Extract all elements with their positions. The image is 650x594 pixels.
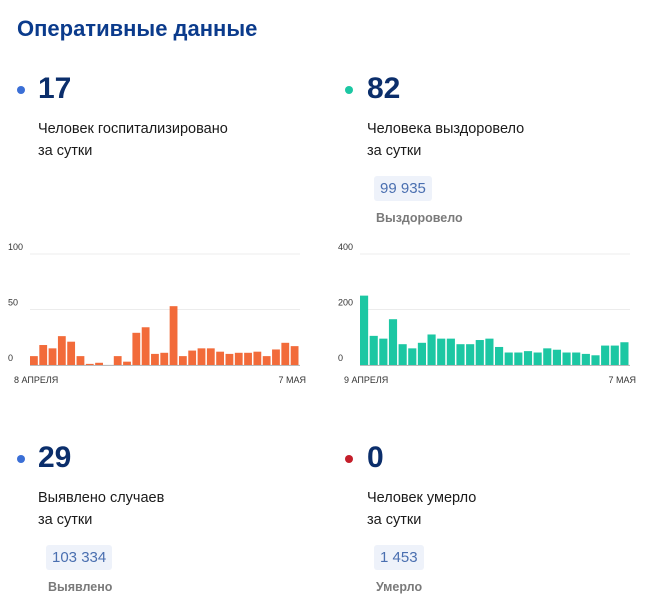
bar <box>76 356 85 365</box>
y-tick-label: 0 <box>8 353 13 363</box>
cases-period: за сутки <box>38 512 93 528</box>
bar <box>234 352 243 365</box>
bar <box>437 338 446 365</box>
bar <box>533 352 542 365</box>
bar <box>620 342 629 365</box>
bar <box>216 351 225 365</box>
bar <box>552 349 561 365</box>
bar <box>504 352 513 365</box>
bar <box>253 351 262 365</box>
bar <box>281 342 290 365</box>
bar <box>466 344 475 365</box>
hospitalized-chart: 100 50 0 8 АПРЕЛЯ 7 МАЯ <box>8 242 306 385</box>
bar <box>610 345 619 365</box>
bar <box>360 295 369 365</box>
hospitalized-period: за сутки <box>38 143 93 159</box>
bar <box>290 346 299 365</box>
bar <box>543 348 552 365</box>
recovered-period: за сутки <box>367 143 422 159</box>
deaths-total: 1 453 <box>374 545 424 570</box>
deaths-total-label: Умерло <box>376 580 423 594</box>
bar <box>48 348 57 365</box>
bar <box>188 350 197 365</box>
bar <box>417 342 426 365</box>
y-tick-label: 100 <box>8 242 23 252</box>
hospitalized-value: 17 <box>38 72 72 105</box>
bar <box>601 345 610 365</box>
page-title: Оперативные данные <box>17 16 258 41</box>
bar <box>244 352 252 365</box>
bar <box>39 345 48 365</box>
bar <box>225 353 234 365</box>
bar <box>369 335 378 365</box>
bar <box>169 306 178 365</box>
bar <box>113 356 122 365</box>
bar <box>581 353 590 365</box>
bar <box>408 348 417 365</box>
y-tick-label: 0 <box>338 353 343 363</box>
bar <box>427 334 436 365</box>
bar <box>30 356 38 365</box>
bar <box>123 361 131 365</box>
bar <box>591 355 600 365</box>
bar <box>160 352 169 365</box>
bar <box>262 356 271 365</box>
bar <box>379 338 388 365</box>
bar <box>514 352 523 365</box>
hospitalized-dot <box>17 86 25 94</box>
recovered-chart: 400 200 0 9 АПРЕЛЯ 7 МАЯ <box>338 242 636 385</box>
y-tick-label: 50 <box>8 298 18 308</box>
cases-label: Выявлено случаев <box>38 490 165 506</box>
bar <box>197 348 206 365</box>
bar <box>456 344 465 365</box>
bar <box>475 340 484 365</box>
cases-value: 29 <box>38 441 72 474</box>
recovered-label: Человека выздоровело <box>367 121 525 137</box>
bar <box>132 332 141 365</box>
bar <box>388 319 398 365</box>
bar <box>495 346 504 365</box>
recovered-dot <box>345 86 353 94</box>
x-end-label: 7 МАЯ <box>608 375 636 385</box>
x-start-label: 9 АПРЕЛЯ <box>344 375 388 385</box>
deaths-dot <box>345 455 353 463</box>
deaths-label: Человек умерло <box>367 490 477 506</box>
recovered-value: 82 <box>367 72 401 105</box>
cases-total: 103 334 <box>46 545 113 570</box>
y-tick-label: 200 <box>338 298 353 308</box>
hospitalized-label: Человек госпитализировано <box>38 121 228 137</box>
bar <box>572 352 581 365</box>
deaths-period: за сутки <box>367 512 422 528</box>
bar <box>57 336 66 365</box>
x-start-label: 8 АПРЕЛЯ <box>14 375 58 385</box>
bar <box>446 338 455 365</box>
deaths-value: 0 <box>367 441 384 474</box>
bar <box>85 363 94 365</box>
y-tick-label: 400 <box>338 242 353 252</box>
bar <box>485 338 494 365</box>
bar <box>178 356 187 365</box>
cases-dot <box>17 455 25 463</box>
recovered-total-label: Выздоровело <box>376 211 463 225</box>
cases-total-label: Выявлено <box>48 580 113 594</box>
bar <box>67 341 76 365</box>
x-end-label: 7 МАЯ <box>278 375 306 385</box>
bar <box>95 362 103 365</box>
bar <box>562 352 571 365</box>
bar <box>206 348 215 365</box>
bar <box>272 349 280 365</box>
bar <box>523 351 533 365</box>
bar <box>398 344 407 365</box>
recovered-total: 99 935 <box>374 176 432 201</box>
bar <box>141 327 150 365</box>
bar <box>151 353 159 365</box>
